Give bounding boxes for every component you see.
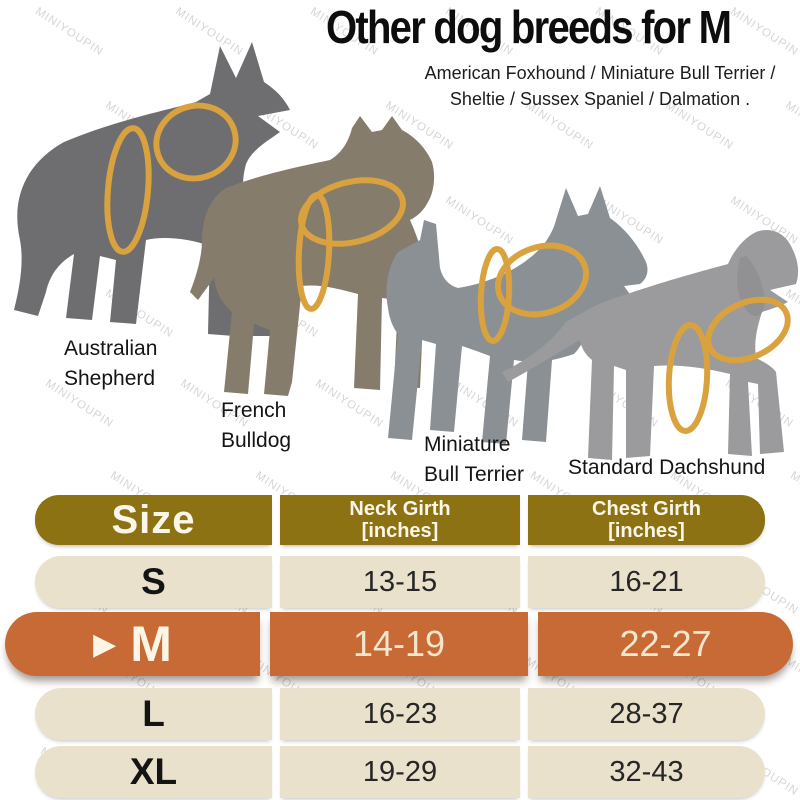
- cell-size-xl: XL: [35, 746, 272, 798]
- size-chart-header-row: Size Neck Girth [inches] Chest Girth [in…: [35, 495, 765, 545]
- subtitle-line1: American Foxhound / Miniature Bull Terri…: [424, 63, 776, 83]
- cell-size-s: S: [35, 556, 272, 608]
- header-cell-size: Size: [35, 495, 272, 545]
- chest-value-xl: 32-43: [609, 755, 684, 788]
- subtitle-line2: Sheltie / Sussex Spaniel / Dalmation .: [449, 89, 751, 109]
- chest-girth-ring-bulldog: [295, 192, 333, 312]
- french-bulldog-silhouette: [190, 116, 435, 396]
- label-standard-dachshund-line1: Standard Dachshund: [568, 456, 766, 479]
- miniature-bull-terrier-silhouette: [386, 186, 648, 444]
- cell-neck-l: 16-23: [280, 688, 520, 740]
- size-m-label: M: [130, 616, 172, 672]
- table-row-size-l: L 16-23 28-37: [35, 688, 765, 740]
- label-miniature-bull-terrier-line2: Bull Terrier: [424, 463, 524, 486]
- label-miniature-bull-terrier: Miniature Bull Terrier: [424, 430, 524, 490]
- standard-dachshund-silhouette: [502, 229, 799, 460]
- header-cell-neck-girth: Neck Girth [inches]: [280, 495, 520, 545]
- header-neck-girth-label: Neck Girth: [349, 498, 451, 520]
- table-row-size-xl: XL 19-29 32-43: [35, 746, 765, 798]
- label-standard-dachshund: Standard Dachshund: [568, 453, 765, 483]
- cell-chest-s: 16-21: [528, 556, 765, 608]
- cell-neck-m: 14-19: [270, 612, 528, 676]
- neck-value-l: 16-23: [362, 697, 438, 730]
- subtitle: American Foxhound / Miniature Bull Terri…: [402, 60, 798, 112]
- page-title: Other dog breeds for M: [326, 1, 732, 53]
- header-cell-chest-girth: Chest Girth [inches]: [528, 495, 765, 545]
- cell-neck-xl: 19-29: [280, 746, 520, 798]
- label-french-bulldog-line1: French: [221, 399, 287, 422]
- chest-value-s: 16-21: [609, 565, 684, 598]
- label-australian-shepherd-line1: Australian: [64, 337, 158, 360]
- chest-girth-ring-dachshund: [665, 322, 711, 434]
- neck-value-m: 14-19: [352, 623, 446, 664]
- label-miniature-bull-terrier-line1: Miniature: [424, 433, 511, 456]
- label-australian-shepherd: Australian Shepherd: [64, 334, 157, 394]
- chest-girth-ring-shepherd: [104, 125, 152, 255]
- chest-value-l: 28-37: [609, 697, 684, 730]
- label-french-bulldog: French Bulldog: [221, 396, 291, 456]
- header-size-label: Size: [111, 497, 196, 542]
- chest-value-m: 22-27: [619, 623, 712, 664]
- cell-size-l: L: [35, 688, 272, 740]
- neck-value-xl: 19-29: [362, 755, 438, 788]
- dog-silhouettes-illustration: [14, 42, 799, 460]
- neck-value-s: 13-15: [362, 565, 438, 598]
- chest-girth-ring-terrier: [477, 246, 513, 344]
- neck-girth-ring-dachshund: [705, 296, 791, 364]
- neck-girth-ring-terrier: [495, 242, 589, 318]
- size-l-label: L: [142, 693, 165, 734]
- selected-size-arrow-icon: ▶: [93, 627, 117, 661]
- cell-neck-s: 13-15: [280, 556, 520, 608]
- label-australian-shepherd-line2: Shepherd: [64, 367, 156, 390]
- neck-girth-ring-shepherd: [153, 102, 239, 182]
- cell-size-m: ▶ M: [5, 612, 260, 676]
- header-neck-girth-unit: [inches]: [361, 520, 439, 542]
- size-s-label: S: [141, 561, 166, 602]
- table-row-size-m-highlighted: ▶ M 14-19 22-27: [5, 612, 793, 676]
- header-chest-girth-unit: [inches]: [608, 520, 685, 542]
- label-french-bulldog-line2: Bulldog: [221, 429, 292, 452]
- table-row-size-s: S 13-15 16-21: [35, 556, 765, 608]
- header-chest-girth-label: Chest Girth: [592, 498, 701, 520]
- size-xl-label: XL: [129, 751, 178, 792]
- cell-chest-xl: 32-43: [528, 746, 765, 798]
- cell-chest-m: 22-27: [538, 612, 793, 676]
- cell-chest-l: 28-37: [528, 688, 765, 740]
